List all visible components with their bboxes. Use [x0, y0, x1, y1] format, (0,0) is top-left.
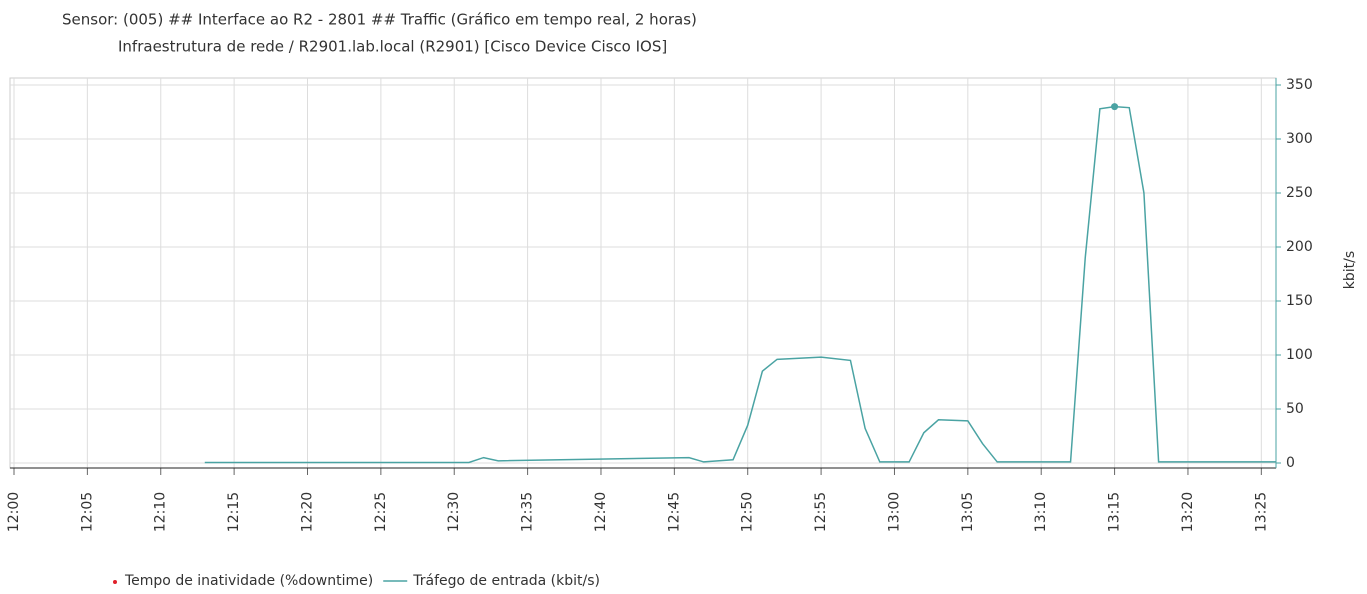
x-tick-label: 12:30 — [446, 492, 462, 532]
peak-marker — [1111, 103, 1119, 111]
x-tick-label: 12:00 — [6, 492, 22, 532]
legend-label: Tráfego de entrada (kbit/s) — [412, 573, 600, 589]
y-tick-label: 200 — [1286, 239, 1313, 255]
y-tick-label: 350 — [1286, 77, 1313, 93]
y-axis-label: kbit/s — [1342, 251, 1358, 289]
x-tick-label: 12:50 — [740, 492, 756, 532]
legend-label: Tempo de inatividade (%downtime) — [124, 573, 373, 589]
chart-title: Sensor: (005) ## Interface ao R2 - 2801 … — [62, 11, 697, 29]
y-tick-label: 150 — [1286, 293, 1313, 309]
x-tick-label: 12:05 — [79, 492, 95, 532]
x-tick-label: 12:10 — [153, 492, 169, 532]
x-tick-label: 13:10 — [1033, 492, 1049, 532]
x-tick-label: 12:25 — [373, 492, 389, 532]
x-tick-label: 13:05 — [960, 492, 976, 532]
x-tick-label: 12:45 — [666, 492, 682, 532]
x-tick-label: 12:40 — [593, 492, 609, 532]
x-tick-label: 12:15 — [226, 492, 242, 532]
series-line — [204, 105, 1276, 464]
chart-subtitle: Infraestrutura de rede / R2901.lab.local… — [118, 38, 667, 56]
x-tick-label: 13:20 — [1180, 492, 1196, 532]
legend-swatch — [113, 580, 117, 584]
x-tick-label: 13:15 — [1107, 492, 1123, 532]
y-tick-label: 0 — [1286, 455, 1295, 471]
y-tick-label: 100 — [1286, 347, 1313, 363]
y-tick-label: 250 — [1286, 185, 1313, 201]
x-tick-label: 13:25 — [1253, 492, 1269, 532]
x-tick-label: 13:00 — [886, 492, 902, 532]
x-tick-label: 12:20 — [299, 492, 315, 532]
x-tick-label: 12:35 — [520, 492, 536, 532]
y-tick-label: 50 — [1286, 401, 1304, 417]
x-tick-label: 12:55 — [813, 492, 829, 532]
y-tick-label: 300 — [1286, 131, 1313, 147]
